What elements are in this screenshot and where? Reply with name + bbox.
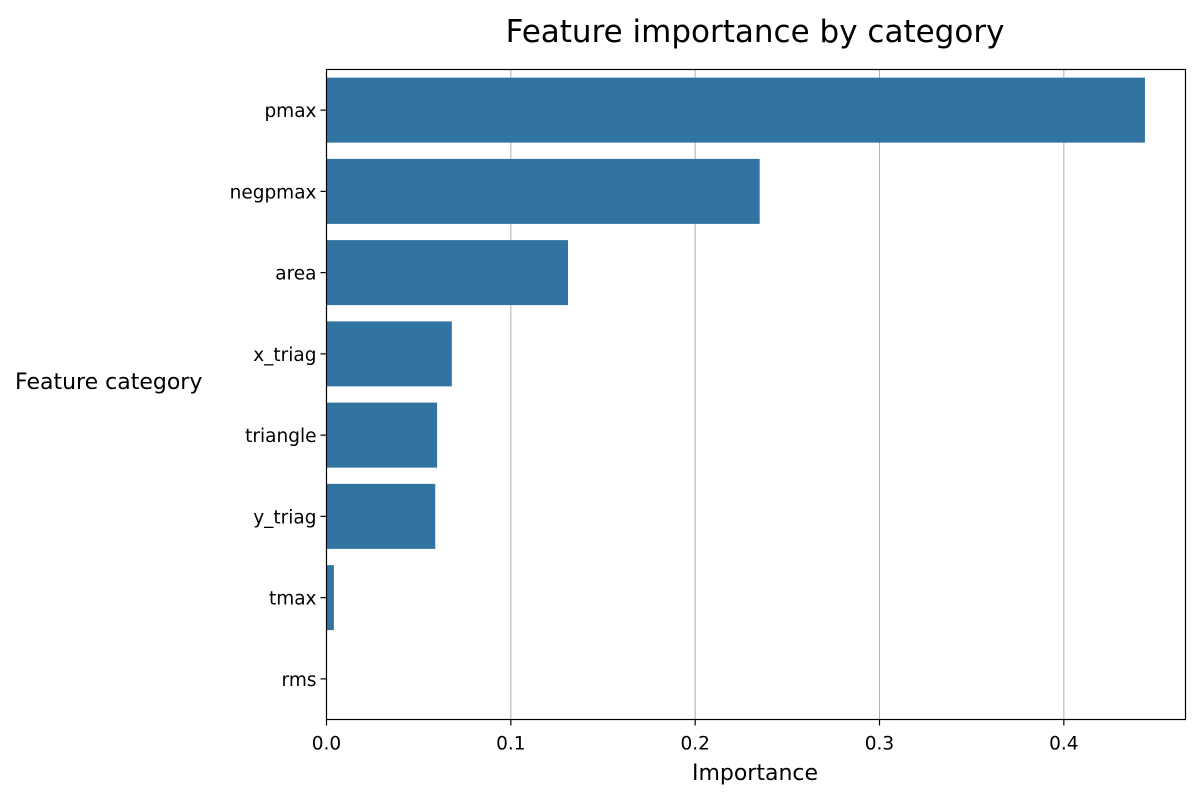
- x-axis-label: Importance: [692, 761, 818, 786]
- bar-pmax: [326, 77, 1145, 143]
- y-tick-label: tmax: [269, 589, 317, 610]
- y-tick-label: pmax: [264, 101, 316, 122]
- chart-title: Feature importance by category: [506, 14, 1005, 50]
- y-tick-label: x_triag: [253, 345, 316, 366]
- bars-layer: [326, 77, 1145, 631]
- x-tick-label: 0.0: [312, 734, 341, 755]
- x-tick-label: 0.1: [496, 734, 525, 755]
- plot-frame: [325, 68, 1187, 721]
- y-tick-label: area: [275, 264, 316, 285]
- x-tick-label: 0.2: [680, 734, 709, 755]
- bar-triangle: [326, 402, 438, 468]
- y-ticks: pmax negpmax area x_triag triangle y_triagtma…: [230, 101, 327, 691]
- y-tick-label: triangle: [245, 426, 316, 447]
- bar-area: [326, 240, 568, 306]
- bar-negpmax: [326, 158, 760, 224]
- x-ticks: 0.0 0.1 0.2 0.3 0.4: [312, 719, 1079, 755]
- y-axis-label: Feature category: [15, 370, 202, 395]
- y-tick-label: y_triag: [253, 507, 316, 528]
- bar-tmax: [326, 565, 334, 631]
- bar-x_triag: [326, 321, 452, 387]
- bar-y_triag: [326, 483, 436, 549]
- x-tick-label: 0.4: [1049, 734, 1078, 755]
- y-tick-label: negpmax: [230, 182, 317, 203]
- x-tick-label: 0.3: [865, 734, 894, 755]
- y-tick-label: rms: [282, 670, 317, 691]
